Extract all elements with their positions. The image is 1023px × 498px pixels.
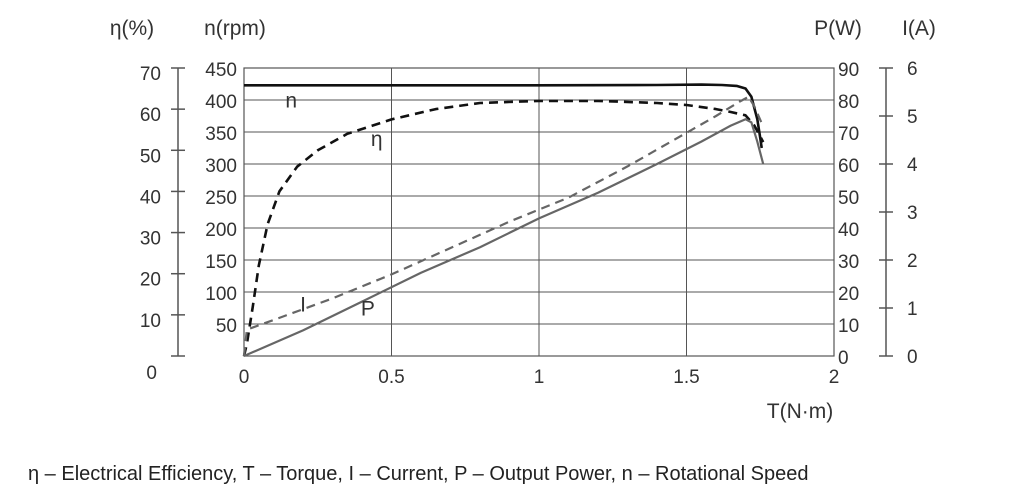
eta-tick-label: 40: [140, 187, 161, 208]
n-tick-label: 150: [205, 252, 237, 273]
eta-tick-label: 60: [140, 105, 161, 126]
i-tick-label: 2: [907, 251, 918, 272]
p-axis-title: P(W): [814, 17, 862, 40]
n-axis-title: n(rpm): [204, 17, 266, 40]
p-tick-label: 80: [838, 92, 859, 113]
eta-tick-label: 30: [140, 229, 161, 250]
labels: n η I P: [285, 89, 382, 320]
p-tick-label: 30: [838, 252, 859, 273]
chart-svg: 0 0.5 1 1.5 2T(N·m)010203040506070η(%)501001…: [110, 17, 936, 423]
x-tick-label: 0.5: [378, 367, 404, 388]
i-tick-label: 6: [907, 59, 918, 80]
series-n-line: [244, 83, 763, 149]
series: [242, 83, 765, 358]
axes: 0 0.5 1 1.5 2T(N·m)010203040506070η(%)501001…: [110, 17, 936, 423]
eta-tick-label: 70: [140, 64, 161, 85]
i-tick-label: 5: [907, 107, 918, 128]
eta-tick-label: 20: [140, 270, 161, 291]
eta-tick-label: 10: [140, 311, 161, 332]
n-tick-label: 100: [205, 284, 237, 305]
eta-tick-label: 0: [146, 363, 157, 384]
p-tick-label: 90: [838, 60, 859, 81]
curve-label: n: [285, 89, 297, 112]
i-tick-label: 0: [907, 347, 918, 368]
series-I-line: [242, 95, 763, 357]
eta-axis-title: η(%): [110, 17, 154, 40]
curve-label: P: [361, 298, 375, 321]
p-tick-label: 40: [838, 220, 859, 241]
x-tick-label: 2: [829, 367, 840, 388]
eta-tick-label: 50: [140, 146, 161, 167]
x-tick-label: 1.5: [673, 367, 699, 388]
x-tick-label: 0: [239, 367, 250, 388]
n-tick-label: 400: [205, 92, 237, 113]
x-axis-title: T(N·m): [767, 400, 833, 423]
n-tick-label: 250: [205, 188, 237, 209]
i-axis-title: I(A): [902, 17, 936, 40]
curve-label: I: [300, 293, 306, 316]
p-tick-label: 50: [838, 188, 859, 209]
n-tick-label: 200: [205, 220, 237, 241]
x-tick-label: 1: [534, 367, 545, 388]
chart-caption: η – Electrical Efficiency, T – Torque, I…: [28, 463, 809, 485]
series-P-line: [243, 118, 765, 358]
p-tick-label: 60: [838, 156, 859, 177]
n-tick-label: 300: [205, 156, 237, 177]
curve-label: η: [371, 128, 383, 151]
n-tick-label: 450: [205, 60, 237, 81]
n-tick-label: 350: [205, 124, 237, 145]
i-tick-label: 4: [907, 155, 918, 176]
p-tick-label: 10: [838, 316, 859, 337]
p-tick-label: 20: [838, 284, 859, 305]
p-tick-label: 0: [838, 348, 849, 369]
i-tick-label: 3: [907, 203, 918, 224]
series-eta-line: [242, 99, 765, 357]
p-tick-label: 70: [838, 124, 859, 145]
grid: [243, 67, 835, 357]
n-tick-label: 50: [216, 316, 237, 337]
i-tick-label: 1: [907, 299, 918, 320]
